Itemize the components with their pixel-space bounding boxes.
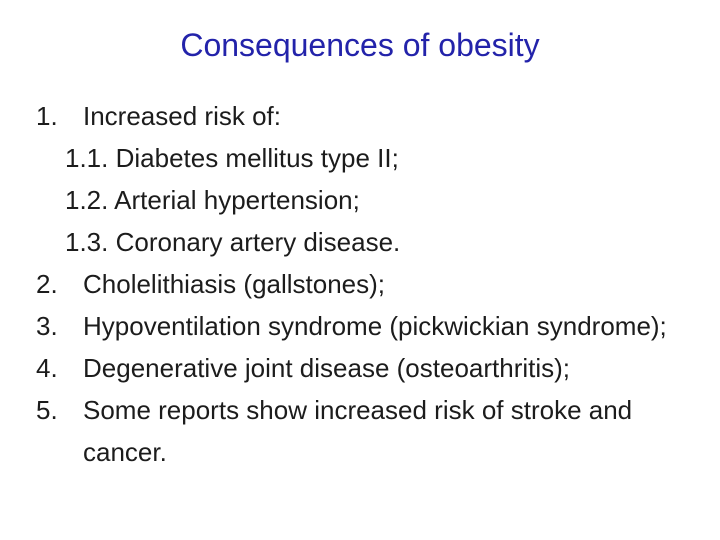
subitem-1-1-text: 1.1. Diabetes mellitus type II; <box>65 143 399 173</box>
subitem-1-2-text: 1.2. Arterial hypertension; <box>65 185 360 215</box>
subitem-1-3-text: 1.3. Coronary artery disease. <box>65 227 401 257</box>
item-2-text: Cholelithiasis (gallstones); <box>83 269 386 299</box>
list-item-3: 3. Hypoventilation syndrome (pickwickian… <box>0 305 720 347</box>
item-4-number: 4. <box>36 353 58 383</box>
item-5-text: Some reports show increased risk of stro… <box>83 395 633 467</box>
list-subitem-1-2: 1.2. Arterial hypertension; <box>0 179 720 221</box>
list-subitem-1-3: 1.3. Coronary artery disease. <box>0 221 720 263</box>
list-subitem-1-1: 1.1. Diabetes mellitus type II; <box>0 137 720 179</box>
slide-title: Consequences of obesity <box>180 27 540 63</box>
item-4-text: Degenerative joint disease (osteoarthrit… <box>83 353 571 383</box>
list-item-4: 4. Degenerative joint disease (osteoarth… <box>0 347 720 389</box>
item-2-number: 2. <box>36 269 58 299</box>
item-1-number: 1. <box>36 101 58 131</box>
item-1-text: Increased risk of: <box>83 101 281 131</box>
list-item-5: 5. Some reports show increased risk of s… <box>0 389 720 473</box>
consequences-list: 1. Increased risk of: 1.1. Diabetes mell… <box>0 95 720 473</box>
item-5-number: 5. <box>36 395 58 425</box>
list-item-2: 2. Cholelithiasis (gallstones); <box>0 263 720 305</box>
list-item-1: 1. Increased risk of: <box>0 95 720 137</box>
item-3-text: Hypoventilation syndrome (pickwickian sy… <box>83 311 667 341</box>
item-3-number: 3. <box>36 311 58 341</box>
